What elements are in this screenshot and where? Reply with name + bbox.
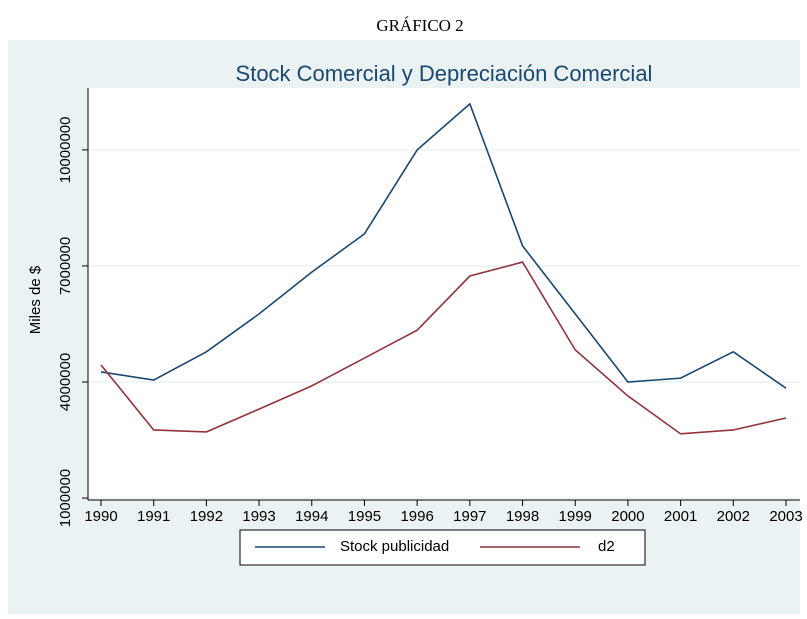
y-tick-label: 10000000: [57, 117, 74, 184]
y-tick-label: 7000000: [57, 237, 74, 295]
x-tick-label: 1996: [400, 508, 433, 525]
x-tick-label: 2003: [769, 508, 802, 525]
x-tick-label: 1995: [348, 508, 381, 525]
x-tick-label: 2000: [611, 508, 644, 525]
y-tick-label: 4000000: [57, 353, 74, 411]
heading: GRÁFICO 2: [376, 16, 463, 35]
y-axis-label: Miles de $: [27, 265, 44, 334]
x-tick-label: 1991: [137, 508, 170, 525]
chart-title: Stock Comercial y Depreciación Comercial: [236, 61, 653, 86]
x-tick-label: 1997: [453, 508, 486, 525]
x-tick-label: 1994: [295, 508, 328, 525]
x-tick-label: 1993: [242, 508, 275, 525]
x-tick-label: 1990: [84, 508, 117, 525]
x-tick-label: 1999: [559, 508, 592, 525]
x-tick-label: 2002: [717, 508, 750, 525]
y-tick-label: 1000000: [57, 469, 74, 527]
x-tick-label: 2001: [664, 508, 697, 525]
x-tick-label: 1998: [506, 508, 539, 525]
series-line: [100, 102, 787, 389]
legend-label: d2: [598, 538, 615, 555]
series-line: [100, 261, 787, 435]
legend-label: Stock publicidad: [340, 538, 449, 555]
x-tick-label: 1992: [190, 508, 223, 525]
